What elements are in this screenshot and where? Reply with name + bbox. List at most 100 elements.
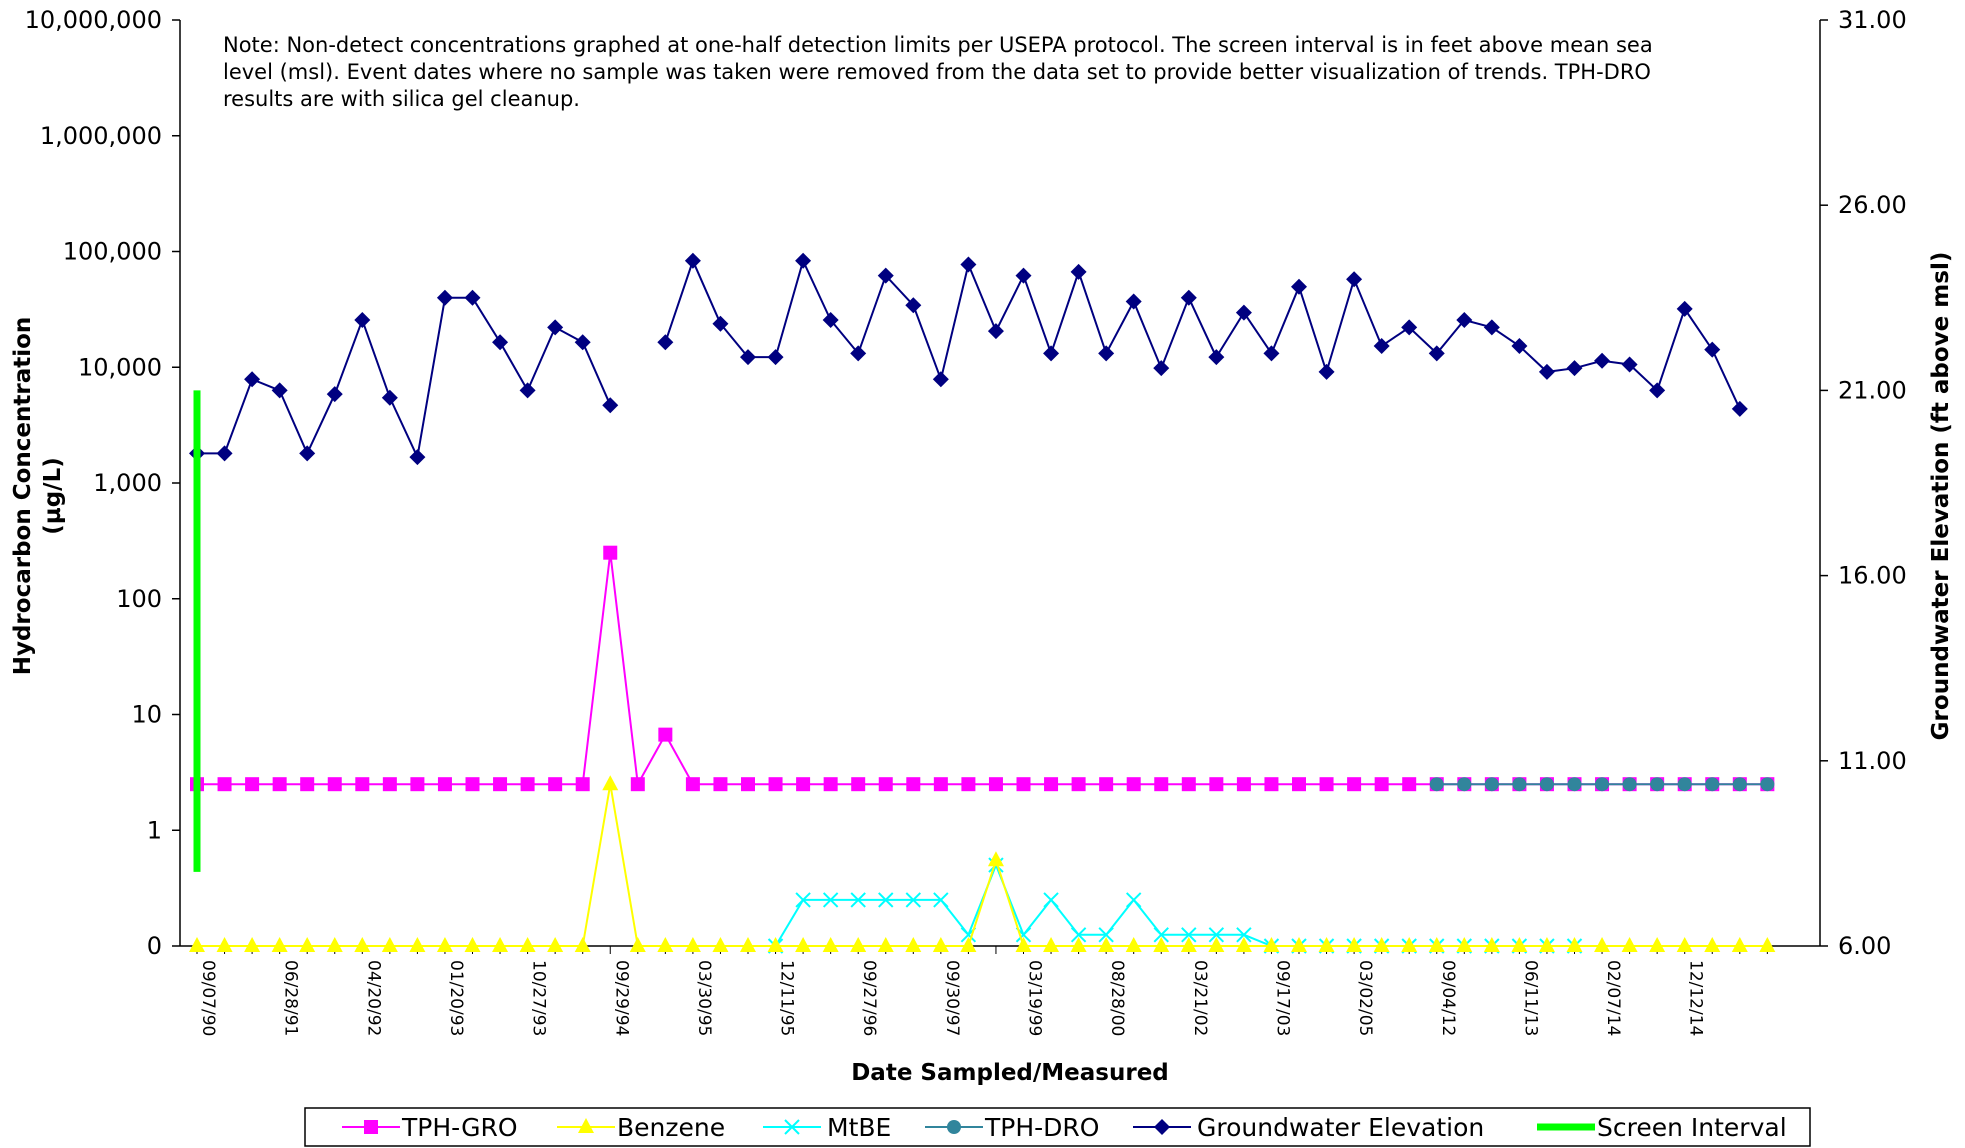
tph-gro-point — [1181, 777, 1196, 792]
series-tph-dro — [1429, 777, 1775, 792]
legend-item-benzene: Benzene — [557, 1113, 725, 1142]
legend-marker — [1154, 1119, 1170, 1135]
x-tick-label: 06/28/91 — [281, 960, 301, 1036]
groundwater-elevation-point — [960, 256, 977, 273]
series-tph-gro — [190, 545, 1775, 792]
x-tick-label: 12/12/14 — [1686, 960, 1706, 1036]
tph-dro-point — [1732, 777, 1747, 792]
groundwater-elevation-point — [822, 312, 839, 329]
left-tick-label: 1,000 — [93, 469, 162, 497]
groundwater-elevation-point — [877, 267, 894, 284]
groundwater-elevation-point — [932, 371, 949, 388]
left-tick-label: 1 — [147, 816, 162, 844]
plot-area — [179, 20, 1821, 947]
groundwater-elevation-point — [987, 323, 1004, 340]
groundwater-elevation-point — [1180, 289, 1197, 306]
left-tick-label: 100 — [116, 585, 162, 613]
groundwater-elevation-point — [1483, 319, 1500, 336]
tph-dro-point — [1567, 777, 1582, 792]
benzene-point — [244, 937, 261, 952]
tph-gro-point — [327, 777, 342, 792]
groundwater-elevation-point — [492, 334, 509, 351]
tph-dro-point — [1622, 777, 1637, 792]
benzene-point — [409, 937, 426, 952]
groundwater-elevation-point — [1566, 360, 1583, 377]
mtbe-point — [822, 892, 839, 908]
right-y-axis-title: Groundwater Elevation (ft above msl) — [1928, 252, 1954, 741]
legend-label: TPH-DRO — [984, 1113, 1099, 1142]
tph-gro-point — [796, 777, 811, 792]
left-tick-label: 10 — [131, 701, 162, 729]
note-line: Note: Non-detect concentrations graphed … — [223, 33, 1653, 57]
tph-gro-point — [1264, 777, 1279, 792]
left-tick-label: 10,000,000 — [25, 6, 162, 34]
mtbe-point — [1181, 927, 1197, 943]
tph-gro-point — [603, 545, 618, 560]
groundwater-elevation-point — [1346, 271, 1363, 288]
groundwater-elevation-point — [795, 252, 812, 269]
legend: TPH-GRO Benzene MtBE TPH-DRO Groundwater Ele… — [304, 1107, 1811, 1147]
legend-label: TPH-GRO — [401, 1113, 518, 1142]
tph-gro-point — [1099, 777, 1114, 792]
legend-item-screen-interval: Screen Interval — [1537, 1113, 1787, 1142]
groundwater-elevation-point — [244, 371, 261, 388]
series-groundwater-elevation — [189, 252, 1748, 466]
mtbe-point — [1236, 927, 1252, 943]
tph-gro-point — [713, 777, 728, 792]
groundwater-elevation-point — [1731, 400, 1748, 417]
x-tick-label: 10/27/93 — [529, 960, 549, 1036]
benzene-point — [492, 937, 509, 952]
benzene-point — [629, 937, 646, 952]
groundwater-elevation-point — [354, 312, 371, 329]
groundwater-elevation-line — [664, 257, 1741, 410]
groundwater-elevation-line — [197, 296, 612, 461]
note-line: results are with silica gel cleanup. — [223, 87, 580, 111]
left-tick-label: 1,000,000 — [40, 122, 162, 150]
x-tick-label: 01/20/93 — [446, 960, 466, 1036]
tph-gro-point — [382, 777, 397, 792]
benzene-point — [1428, 937, 1445, 952]
x-tick-label: 09/17/03 — [1272, 960, 1292, 1036]
benzene-point — [684, 937, 701, 952]
benzene-point — [1235, 937, 1252, 952]
benzene-point — [1483, 937, 1500, 952]
legend-label: MtBE — [827, 1113, 891, 1142]
benzene-point — [1125, 937, 1142, 952]
x-tick-label: 04/20/92 — [363, 960, 383, 1036]
note-line: level (msl). Event dates where no sample… — [223, 60, 1651, 84]
benzene-point — [1566, 937, 1583, 952]
groundwater-elevation-point — [712, 315, 729, 332]
benzene-point — [1594, 937, 1611, 952]
groundwater-elevation-point — [1070, 263, 1087, 280]
tph-gro-point — [741, 777, 755, 792]
right-tick-label: 26.00 — [1838, 191, 1907, 219]
tph-gro-point — [548, 777, 563, 792]
legend-item-tph-gro: TPH-GRO — [342, 1113, 518, 1142]
x-tick-label: 09/07/90 — [198, 960, 218, 1036]
groundwater-elevation-point — [547, 319, 564, 336]
groundwater-elevation-point — [271, 382, 288, 399]
tph-gro-point — [1126, 777, 1141, 792]
groundwater-elevation-point — [1594, 352, 1611, 369]
series-layer — [189, 252, 1776, 954]
groundwater-elevation-point — [1676, 300, 1693, 317]
groundwater-elevation-point — [1428, 345, 1445, 362]
tph-gro-point — [1347, 777, 1362, 792]
groundwater-elevation-point — [684, 252, 701, 269]
legend-label: Benzene — [617, 1113, 725, 1142]
tph-gro-point — [988, 777, 1003, 792]
benzene-line — [197, 784, 1768, 947]
legend-marker — [947, 1120, 961, 1134]
groundwater-elevation-point — [1235, 304, 1252, 321]
tph-gro-point — [1016, 777, 1031, 792]
groundwater-elevation-point — [1621, 356, 1638, 373]
benzene-point — [767, 937, 784, 952]
benzene-point — [1208, 937, 1225, 952]
tph-gro-point — [465, 777, 480, 792]
mtbe-point — [1070, 927, 1087, 943]
tph-gro-point — [1319, 777, 1334, 792]
benzene-point — [436, 937, 453, 952]
tph-dro-point — [1484, 777, 1499, 792]
tph-gro-point — [961, 777, 976, 792]
